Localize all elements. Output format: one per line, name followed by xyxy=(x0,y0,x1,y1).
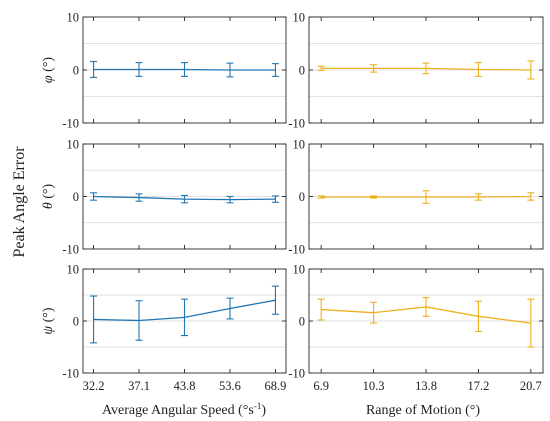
xtick-label: 10.3 xyxy=(363,379,385,393)
ytick-label: -10 xyxy=(288,117,305,131)
xtick-label: 13.8 xyxy=(415,379,437,393)
error-bar xyxy=(271,195,279,203)
panel-ylabel-symbol: φ xyxy=(41,75,56,83)
ytick-label: -10 xyxy=(62,117,79,131)
panel-ylabel: θ (°) xyxy=(41,184,56,210)
error-bar xyxy=(422,62,430,75)
ytick-label: -10 xyxy=(62,243,79,257)
left-xlabel-main: Average Angular Speed (°s xyxy=(102,403,254,418)
panel-psi-right: -10 0 10 6.9 10.3 13.8 17.2 20.7 xyxy=(288,263,544,393)
ytick-label: 0 xyxy=(73,190,79,204)
panel-ylabel: ψ (°) xyxy=(41,307,56,334)
left-xlabel-close: ) xyxy=(261,403,266,418)
ytick-label: 10 xyxy=(67,11,80,25)
figure-ylabel: Peak Angle Error xyxy=(11,146,28,258)
panel-theta-left: -10 0 10 θ (°) xyxy=(41,138,287,257)
error-bar xyxy=(90,192,98,201)
error-bar xyxy=(527,60,535,80)
ytick-label: 0 xyxy=(299,315,305,329)
ytick-label: 0 xyxy=(73,64,79,78)
error-bar xyxy=(422,190,430,204)
error-bar xyxy=(317,65,325,72)
ytick-label: 10 xyxy=(293,11,306,25)
ytick-label: 0 xyxy=(73,315,79,329)
xtick-label: 53.6 xyxy=(219,379,241,393)
right-xlabel: Range of Motion (°) xyxy=(366,403,480,418)
ytick-label: 10 xyxy=(67,263,80,277)
error-bar xyxy=(271,285,279,315)
panels-group: -10 0 10 φ (°) -10 0 10 -10 0 10 θ (°) -10 0 10 -10 0 10… xyxy=(41,11,544,393)
panel-theta-right: -10 0 10 xyxy=(288,138,544,257)
xtick-label: 17.2 xyxy=(467,379,489,393)
ytick-label: -10 xyxy=(288,367,305,381)
left-xlabel: Average Angular Speed (°s-1) xyxy=(102,401,266,418)
xtick-label: 68.9 xyxy=(265,379,287,393)
panel-psi-left: -10 0 10 32.2 37.1 43.8 53.6 68.9 ψ (°) xyxy=(41,263,287,393)
error-bar xyxy=(317,195,325,199)
ytick-label: 0 xyxy=(299,190,305,204)
panel-ylabel-unit: (°) xyxy=(41,57,56,76)
error-bar xyxy=(181,62,188,77)
xtick-label: 32.2 xyxy=(83,379,105,393)
panel-ylabel-symbol: ψ xyxy=(41,326,56,335)
panel-ylabel-symbol: θ xyxy=(41,202,56,209)
error-bar xyxy=(474,300,482,332)
ytick-label: 10 xyxy=(67,138,80,152)
error-bar xyxy=(90,60,98,78)
error-bar xyxy=(135,300,143,341)
panel-ylabel: φ (°) xyxy=(41,57,56,84)
error-bar xyxy=(226,62,234,78)
error-bar xyxy=(370,64,378,73)
error-bar xyxy=(181,298,188,337)
error-bar xyxy=(135,62,143,77)
left-xlabel-superscript: -1 xyxy=(254,401,262,411)
ytick-label: -10 xyxy=(62,367,79,381)
error-bar xyxy=(226,195,234,204)
error-bar xyxy=(90,295,98,344)
error-bar xyxy=(370,195,378,199)
xtick-label: 6.9 xyxy=(313,379,329,393)
error-bar xyxy=(527,192,535,201)
xtick-label: 43.8 xyxy=(174,379,196,393)
xtick-label: 37.1 xyxy=(128,379,150,393)
xtick-label: 20.7 xyxy=(520,379,542,393)
error-bar xyxy=(181,194,188,204)
error-bar xyxy=(226,297,234,320)
panel-ylabel-unit: (°) xyxy=(41,184,56,203)
error-bar xyxy=(135,193,143,202)
ytick-label: -10 xyxy=(288,243,305,257)
error-bar xyxy=(422,297,430,317)
ytick-label: 10 xyxy=(293,138,306,152)
error-bar xyxy=(271,63,279,77)
panel-phi-left: -10 0 10 φ (°) xyxy=(41,11,287,131)
error-bar xyxy=(370,301,378,324)
error-bar xyxy=(474,62,482,77)
ytick-label: 10 xyxy=(293,263,306,277)
error-bar xyxy=(527,298,535,348)
panel-ylabel-unit: (°) xyxy=(41,307,56,326)
error-bar xyxy=(317,298,325,321)
error-bar xyxy=(474,193,482,201)
ytick-label: 0 xyxy=(299,64,305,78)
panel-phi-right: -10 0 10 xyxy=(288,11,544,131)
